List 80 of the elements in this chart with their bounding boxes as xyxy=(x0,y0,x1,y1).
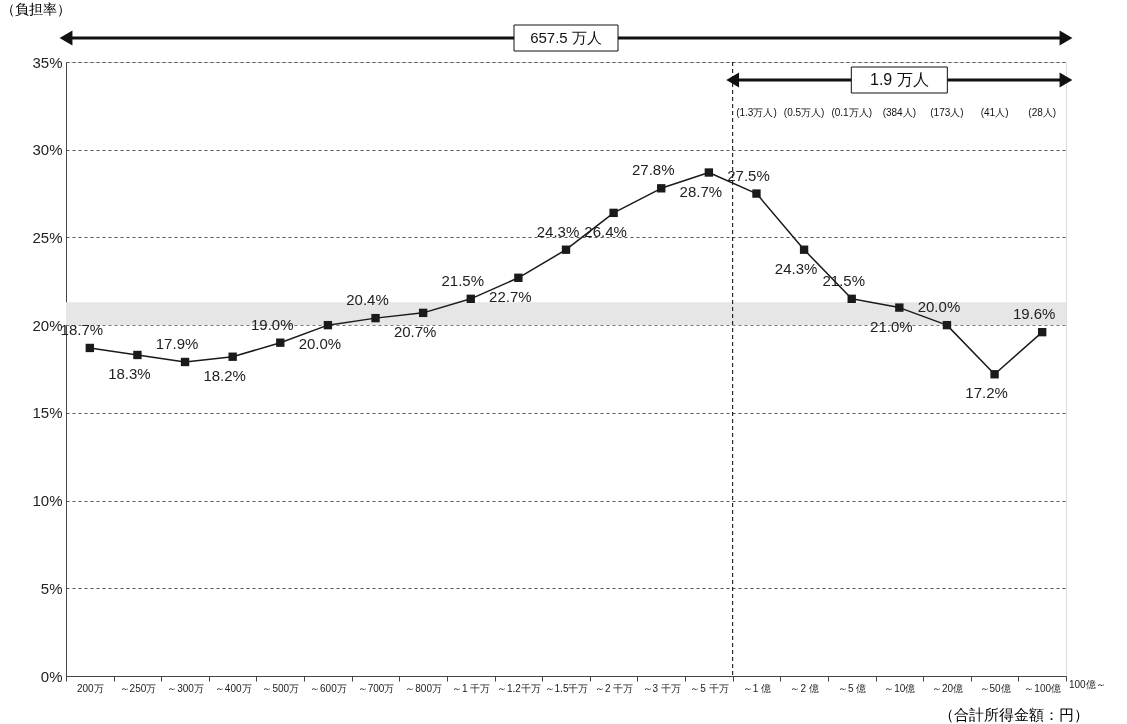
point xyxy=(657,184,666,193)
point xyxy=(752,189,761,198)
point xyxy=(1038,327,1047,337)
point xyxy=(895,303,904,312)
x-tick-label: ～400万 xyxy=(214,682,252,694)
annotation: 1.9 万人 xyxy=(869,71,929,88)
annotation: (0.5万人) xyxy=(783,107,825,118)
point xyxy=(799,245,809,254)
data-label: 28.7% xyxy=(679,182,723,200)
annotation: (1.3万人) xyxy=(736,107,777,118)
x-tick-label: ～250万 xyxy=(119,682,157,694)
data-label: 20.7% xyxy=(393,322,437,340)
data-label: 21.5% xyxy=(441,271,485,289)
x-tick-label: 200万 xyxy=(76,682,104,694)
point xyxy=(466,294,475,304)
point xyxy=(942,320,952,330)
point xyxy=(609,208,618,218)
y-tick-label: 35% xyxy=(32,53,63,71)
y-tick-label: 15% xyxy=(32,404,63,422)
x-tick-label: ～1.5千万 xyxy=(544,682,589,694)
y-tick-label: 10% xyxy=(32,492,63,510)
data-label: 21.0% xyxy=(870,317,913,335)
point xyxy=(228,352,237,361)
point xyxy=(371,313,380,323)
data-label: 24.3% xyxy=(774,259,818,277)
point xyxy=(847,294,856,304)
x-tick-label: ～1.2千万 xyxy=(496,682,541,694)
y-tick-label: 5% xyxy=(40,579,63,597)
data-label: 17.2% xyxy=(965,384,1008,402)
data-label: 20.0% xyxy=(298,335,342,353)
annotation: (0.1万人) xyxy=(831,107,872,118)
x-tick-label: ～5 億 xyxy=(838,682,867,694)
x-tick-label: ～20億 xyxy=(931,682,964,694)
data-label: 17.9% xyxy=(155,334,199,352)
data-label: 19.0% xyxy=(251,315,294,333)
x-tick-label: ～2 億 xyxy=(790,682,819,694)
data-label: 18.3% xyxy=(108,364,151,382)
x-tick-label: ～2 千万 xyxy=(594,682,634,694)
y-tick-label: 0% xyxy=(40,667,63,685)
x-tick-label: ～1 千万 xyxy=(452,682,491,694)
y-axis-title: （負担率） xyxy=(0,0,71,17)
data-label: 19.6% xyxy=(1012,305,1056,323)
x-tick-label: ～50億 xyxy=(979,682,1011,694)
y-tick-label: 30% xyxy=(32,141,63,159)
x-tick-label: ～800万 xyxy=(405,682,442,694)
x-tick-label: ～500万 xyxy=(262,682,300,694)
point xyxy=(180,357,190,367)
y-tick-label: 25% xyxy=(32,228,63,246)
y-tick-label: 20% xyxy=(32,316,63,334)
data-label: 27.8% xyxy=(631,161,675,179)
text: 657.5 万人 xyxy=(530,29,602,46)
x-axis-title: （合計所得金額：円） xyxy=(938,705,1089,723)
x-tick-label: ～3 千万 xyxy=(642,682,681,694)
point xyxy=(323,320,333,330)
x-tick-label: ～10億 xyxy=(884,682,916,694)
x-tick-label: ～700万 xyxy=(357,682,395,694)
x-tick-label: ～100億 xyxy=(1024,682,1062,694)
point xyxy=(990,370,999,379)
annotation: (41人) xyxy=(980,107,1009,118)
point xyxy=(418,308,428,318)
point xyxy=(276,338,285,347)
data-label: 24.3% xyxy=(536,222,580,240)
data-label: 22.7% xyxy=(489,287,532,305)
annotation: (28人) xyxy=(1028,107,1057,118)
data-label: 20.0% xyxy=(917,298,961,316)
point xyxy=(561,245,571,254)
point xyxy=(85,343,94,353)
data-label: 20.4% xyxy=(346,291,389,309)
data-label: 27.5% xyxy=(727,166,770,184)
data-label: 18.2% xyxy=(203,366,246,384)
point xyxy=(133,350,142,360)
point xyxy=(704,168,714,177)
annotation: (173人) xyxy=(930,107,964,118)
annotation: (384人) xyxy=(882,107,917,118)
point xyxy=(514,273,523,282)
x-tick-label: ～1 億 xyxy=(742,682,772,694)
x-tick-label: ～600万 xyxy=(310,682,347,694)
text: 100億～ xyxy=(1069,679,1106,690)
x-tick-label: ～5 千万 xyxy=(690,682,729,694)
x-tick-label: ～300万 xyxy=(167,682,204,694)
